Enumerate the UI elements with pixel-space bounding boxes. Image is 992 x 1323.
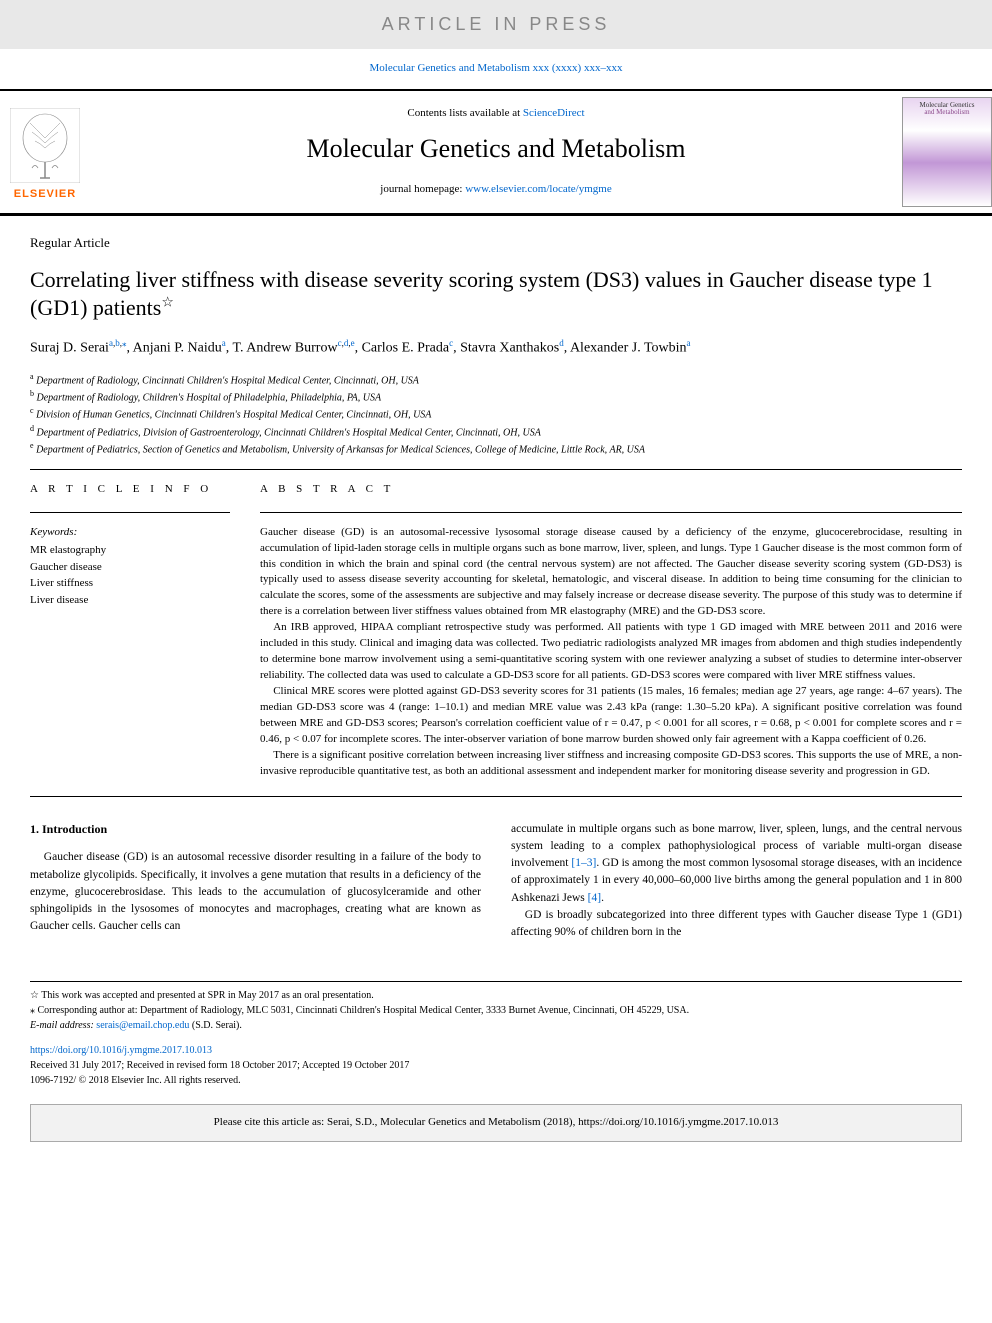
journal-title: Molecular Genetics and Metabolism xyxy=(90,131,902,167)
contents-line: Contents lists available at ScienceDirec… xyxy=(90,106,902,121)
article-type: Regular Article xyxy=(30,234,962,252)
abstract-column: A B S T R A C T Gaucher disease (GD) is … xyxy=(260,482,962,779)
cite-box: Please cite this article as: Serai, S.D.… xyxy=(30,1104,962,1141)
footnote-email: E-mail address: serais@email.chop.edu (S… xyxy=(30,1018,962,1033)
abstract-paragraph: Clinical MRE scores were plotted against… xyxy=(260,684,962,748)
doi-link[interactable]: https://doi.org/10.1016/j.ymgme.2017.10.… xyxy=(30,1045,212,1056)
keywords-label: Keywords: xyxy=(30,525,230,540)
header-center: Contents lists available at ScienceDirec… xyxy=(90,98,902,205)
authors: Suraj D. Seraia,b,⁎, Anjani P. Naidua, T… xyxy=(30,337,962,359)
cover-line2: and Metabolism xyxy=(924,108,969,116)
ref-1-3[interactable]: [1–3] xyxy=(571,857,596,869)
email-suffix: (S.D. Serai). xyxy=(189,1020,242,1031)
keywords-list: MR elastographyGaucher diseaseLiver stif… xyxy=(30,542,230,608)
intro-para-1: Gaucher disease (GD) is an autosomal rec… xyxy=(30,849,481,935)
intro-p2-c: . xyxy=(601,892,604,904)
homepage-link[interactable]: www.elsevier.com/locate/ymgme xyxy=(465,183,612,195)
column-left: 1. Introduction Gaucher disease (GD) is … xyxy=(30,821,481,942)
footnote-star: ☆ This work was accepted and presented a… xyxy=(30,988,962,1003)
affiliation-line: d Department of Pediatrics, Division of … xyxy=(30,423,962,440)
cover-title: Molecular Genetics and Metabolism xyxy=(919,102,974,117)
abstract-heading: A B S T R A C T xyxy=(260,482,962,497)
elsevier-tree-icon xyxy=(10,108,80,183)
journal-cover-thumb[interactable]: Molecular Genetics and Metabolism xyxy=(902,97,992,207)
keyword: Liver stiffness xyxy=(30,575,230,592)
article-info-heading: A R T I C L E I N F O xyxy=(30,482,230,497)
title-star: ☆ xyxy=(161,296,174,311)
divider xyxy=(30,796,962,797)
keyword: Gaucher disease xyxy=(30,559,230,576)
affiliations: a Department of Radiology, Cincinnati Ch… xyxy=(30,371,962,458)
email-link[interactable]: serais@email.chop.edu xyxy=(96,1020,189,1031)
affiliation-line: b Department of Radiology, Children's Ho… xyxy=(30,388,962,405)
affiliation-line: e Department of Pediatrics, Section of G… xyxy=(30,440,962,457)
divider xyxy=(30,512,230,513)
intro-para-2: accumulate in multiple organs such as bo… xyxy=(511,821,962,907)
divider xyxy=(260,512,962,513)
ref-4[interactable]: [4] xyxy=(588,892,601,904)
journal-ref-link[interactable]: Molecular Genetics and Metabolism xxx (x… xyxy=(370,62,623,74)
column-right: accumulate in multiple organs such as bo… xyxy=(511,821,962,942)
footnotes: ☆ This work was accepted and presented a… xyxy=(30,981,962,1033)
email-label: E-mail address: xyxy=(30,1020,96,1031)
journal-reference-line: Molecular Genetics and Metabolism xxx (x… xyxy=(0,49,992,88)
article-info: A R T I C L E I N F O Keywords: MR elast… xyxy=(30,482,230,779)
contents-prefix: Contents lists available at xyxy=(407,107,522,119)
keyword: MR elastography xyxy=(30,542,230,559)
abstract-paragraph: Gaucher disease (GD) is an autosomal-rec… xyxy=(260,525,962,621)
abstract-paragraph: An IRB approved, HIPAA compliant retrosp… xyxy=(260,620,962,684)
journal-header: ELSEVIER Contents lists available at Sci… xyxy=(0,89,992,216)
divider xyxy=(30,469,962,470)
elsevier-logo[interactable]: ELSEVIER xyxy=(0,97,90,207)
main-text: 1. Introduction Gaucher disease (GD) is … xyxy=(30,821,962,942)
intro-heading: 1. Introduction xyxy=(30,821,481,838)
copyright-line: 1096-7192/ © 2018 Elsevier Inc. All righ… xyxy=(30,1075,241,1086)
sciencedirect-link[interactable]: ScienceDirect xyxy=(523,107,585,119)
doi-block: https://doi.org/10.1016/j.ymgme.2017.10.… xyxy=(30,1043,962,1088)
homepage-line: journal homepage: www.elsevier.com/locat… xyxy=(90,182,902,197)
abstract-text: Gaucher disease (GD) is an autosomal-rec… xyxy=(260,525,962,780)
affiliation-line: c Division of Human Genetics, Cincinnati… xyxy=(30,405,962,422)
received-line: Received 31 July 2017; Received in revis… xyxy=(30,1060,409,1071)
article-in-press-banner: ARTICLE IN PRESS xyxy=(0,0,992,49)
keyword: Liver disease xyxy=(30,592,230,609)
footnote-corresponding: ⁎ Corresponding author at: Department of… xyxy=(30,1003,962,1018)
affiliation-line: a Department of Radiology, Cincinnati Ch… xyxy=(30,371,962,388)
abstract-paragraph: There is a significant positive correlat… xyxy=(260,748,962,780)
title-text: Correlating liver stiffness with disease… xyxy=(30,267,933,321)
homepage-prefix: journal homepage: xyxy=(380,183,465,195)
elsevier-label: ELSEVIER xyxy=(14,187,76,202)
intro-para-3: GD is broadly subcategorized into three … xyxy=(511,907,962,942)
article-title: Correlating liver stiffness with disease… xyxy=(30,266,962,323)
